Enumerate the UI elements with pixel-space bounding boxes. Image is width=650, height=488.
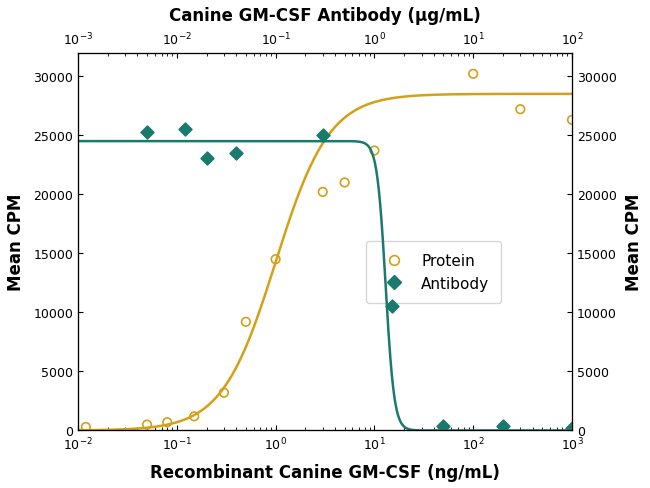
Point <box>179 126 190 134</box>
Point <box>438 422 448 430</box>
Point <box>318 132 328 140</box>
Legend: Protein, Antibody: Protein, Antibody <box>366 241 501 303</box>
Point <box>189 412 200 420</box>
Point <box>202 154 212 162</box>
Point <box>387 303 397 311</box>
Y-axis label: Mean CPM: Mean CPM <box>625 193 643 290</box>
Point <box>231 150 242 158</box>
Point <box>162 418 172 426</box>
Y-axis label: Mean CPM: Mean CPM <box>7 193 25 290</box>
Point <box>240 318 251 326</box>
Point <box>270 256 281 264</box>
Point <box>142 128 152 136</box>
Point <box>567 117 577 124</box>
Point <box>369 147 380 155</box>
X-axis label: Recombinant Canine GM-CSF (ng/mL): Recombinant Canine GM-CSF (ng/mL) <box>150 463 500 481</box>
Point <box>142 421 152 428</box>
Point <box>339 179 350 187</box>
Point <box>219 389 229 397</box>
Point <box>81 423 91 431</box>
Point <box>567 425 577 432</box>
Point <box>515 106 526 114</box>
Point <box>318 188 328 196</box>
X-axis label: Canine GM-CSF Antibody (μg/mL): Canine GM-CSF Antibody (μg/mL) <box>169 7 481 25</box>
Point <box>498 422 508 430</box>
Point <box>468 71 478 79</box>
